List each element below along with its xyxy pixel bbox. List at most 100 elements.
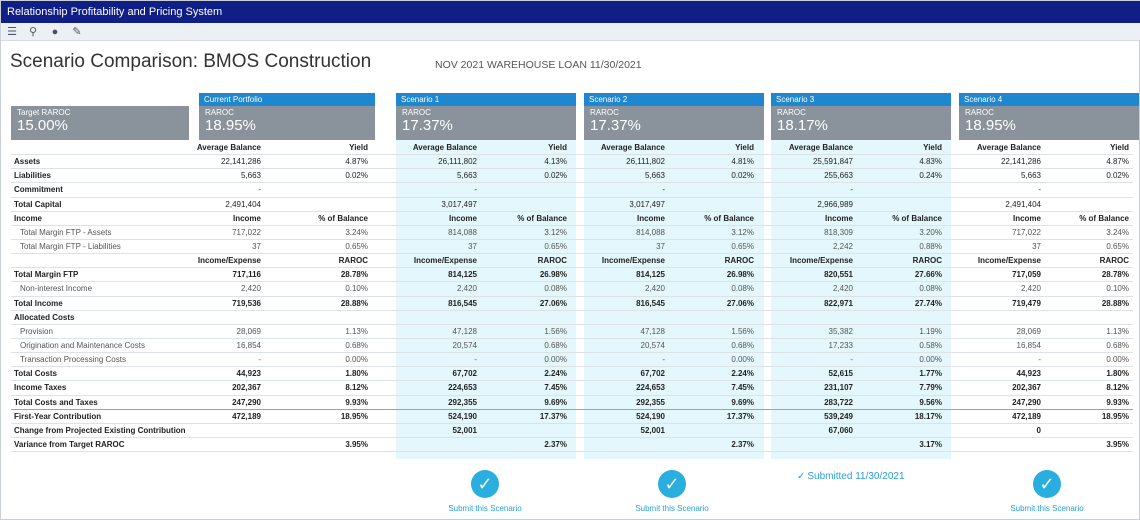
table-cell: % of Balance xyxy=(517,213,567,223)
table-cell: 7.79% xyxy=(919,383,942,393)
table-cell: 67,060 xyxy=(828,425,853,435)
chat-icon[interactable]: ● xyxy=(51,26,59,38)
table-cell: 17.37% xyxy=(539,411,567,421)
table-cell: 17,233 xyxy=(828,340,853,350)
table-row: Average Balance Yield Average Balance Yield… xyxy=(11,141,1133,156)
column-header-scenario-3: Scenario 3 xyxy=(771,93,951,106)
table-cell: RAROC xyxy=(537,256,567,266)
submit-scenario-2-button[interactable]: ✓ Submit this Scenario xyxy=(602,470,742,513)
table-cell: 0.02% xyxy=(1106,171,1129,181)
table-cell: 22,141,286 xyxy=(1000,157,1041,167)
table-cell: 818,309 xyxy=(824,227,853,237)
raroc-value: 18.95% xyxy=(965,117,1016,134)
table-cell: 9.56% xyxy=(919,397,942,407)
submit-scenario-4-button[interactable]: ✓ Submit this Scenario xyxy=(977,470,1117,513)
table-cell: Average Balance xyxy=(976,143,1041,152)
table-cell: 28,069 xyxy=(236,326,261,336)
table-row: Total Margin FTP - Assets 717,022 3.24% 814… xyxy=(11,226,1133,240)
raroc-value: 18.17% xyxy=(777,117,828,134)
table-cell: 0.00% xyxy=(544,355,567,365)
table-cell: 2,491,404 xyxy=(1005,199,1041,209)
submit-label: Submit this Scenario xyxy=(1010,504,1084,513)
table-cell: 1.56% xyxy=(544,326,567,336)
table-cell: 0.02% xyxy=(731,171,754,181)
table-cell: 1.19% xyxy=(919,326,942,336)
table-cell: 2,966,989 xyxy=(817,199,853,209)
target-raroc-label: Target RAROC xyxy=(17,108,71,117)
table-cell: 820,551 xyxy=(824,270,853,280)
table-cell: 3.24% xyxy=(1106,227,1129,237)
table-cell: 2,491,404 xyxy=(225,199,261,209)
table-cell: 0.68% xyxy=(345,340,368,350)
table-cell: Income xyxy=(1012,213,1041,223)
table-cell: 0.65% xyxy=(544,241,567,251)
raroc-box-scenario-4: RAROC 18.95% xyxy=(959,106,1139,140)
target-raroc-value: 15.00% xyxy=(17,117,68,134)
table-cell: 3.12% xyxy=(731,227,754,237)
table-cell: 719,479 xyxy=(1012,298,1041,308)
table-cell: - xyxy=(474,355,477,365)
table-cell: 4.87% xyxy=(345,157,368,167)
table-cell: 539,249 xyxy=(824,411,853,421)
row-label: Total Costs xyxy=(14,369,57,379)
table-cell: 52,615 xyxy=(828,369,853,379)
table-cell: 28.78% xyxy=(1101,270,1129,280)
table-cell: 2,420 xyxy=(456,284,477,294)
paperclip-icon[interactable]: ⚲ xyxy=(28,26,38,38)
table-row: Income Taxes 202,367 8.12% 224,653 7.45% 224,… xyxy=(11,381,1133,396)
app-title-bar: Relationship Profitability and Pricing S… xyxy=(1,1,1140,23)
table-cell: 9.93% xyxy=(345,397,368,407)
row-label: Liabilities xyxy=(14,171,51,181)
table-cell: - xyxy=(662,185,665,195)
table-cell: RAROC xyxy=(912,256,942,266)
table-cell: 2,242 xyxy=(832,241,853,251)
table-cell: - xyxy=(850,185,853,195)
table-cell: 9.69% xyxy=(544,397,567,407)
table-row: Commitment - - - - - xyxy=(11,183,1133,198)
table-cell: 52,001 xyxy=(640,425,665,435)
scenario-1-column-bg xyxy=(396,139,576,459)
table-cell: Yield xyxy=(349,143,368,152)
table-cell: 2,420 xyxy=(832,284,853,294)
table-cell: 52,001 xyxy=(452,425,477,435)
table-cell: - xyxy=(1038,185,1041,195)
table-cell: 2.37% xyxy=(544,439,567,449)
menu-icon[interactable]: ☰ xyxy=(7,26,17,38)
table-cell: % of Balance xyxy=(892,213,942,223)
table-cell: 0.65% xyxy=(345,241,368,251)
row-label: Provision xyxy=(20,326,53,336)
table-cell: 0.08% xyxy=(731,284,754,294)
raroc-box-scenario-2: RAROC 17.37% xyxy=(584,106,764,140)
table-cell: 27.66% xyxy=(914,270,942,280)
table-cell: 44,923 xyxy=(1016,369,1041,379)
submit-scenario-1-button[interactable]: ✓ Submit this Scenario xyxy=(415,470,555,513)
table-cell: 472,189 xyxy=(232,411,261,421)
scenario-3-column-bg xyxy=(771,139,951,459)
table-cell: 0.00% xyxy=(345,355,368,365)
table-cell: 717,059 xyxy=(1012,270,1041,280)
table-cell: 5,663 xyxy=(240,171,261,181)
table-cell: Income/Expense xyxy=(413,256,477,266)
table-cell: 20,574 xyxy=(640,340,665,350)
table-cell: 224,653 xyxy=(636,383,665,393)
table-cell: 0.08% xyxy=(919,284,942,294)
raroc-value: 17.37% xyxy=(590,117,641,134)
table-cell: 717,022 xyxy=(1012,227,1041,237)
table-row: Total Margin FTP - Liabilities 37 0.65% 37 0… xyxy=(11,240,1133,255)
table-row: First-Year Contribution 472,189 18.95% 524,… xyxy=(11,410,1133,424)
table-row: Income Income % of Balance Income % of Balan… xyxy=(11,212,1133,226)
table-cell: 28.88% xyxy=(340,298,368,308)
table-cell: 719,536 xyxy=(232,298,261,308)
table-cell: 47,128 xyxy=(452,326,477,336)
table-cell: 28.78% xyxy=(340,270,368,280)
wrench-icon[interactable]: ✎ xyxy=(72,26,82,38)
table-cell: 25,591,847 xyxy=(812,157,853,167)
row-label: Total Income xyxy=(14,298,63,308)
table-cell: 283,722 xyxy=(824,397,853,407)
table-cell: 37 xyxy=(1032,241,1041,251)
table-cell: 0.65% xyxy=(1106,241,1129,251)
table-cell: 0.00% xyxy=(731,355,754,365)
raroc-label: RAROC xyxy=(965,108,994,117)
raroc-label: RAROC xyxy=(402,108,431,117)
table-cell: Average Balance xyxy=(788,143,853,152)
